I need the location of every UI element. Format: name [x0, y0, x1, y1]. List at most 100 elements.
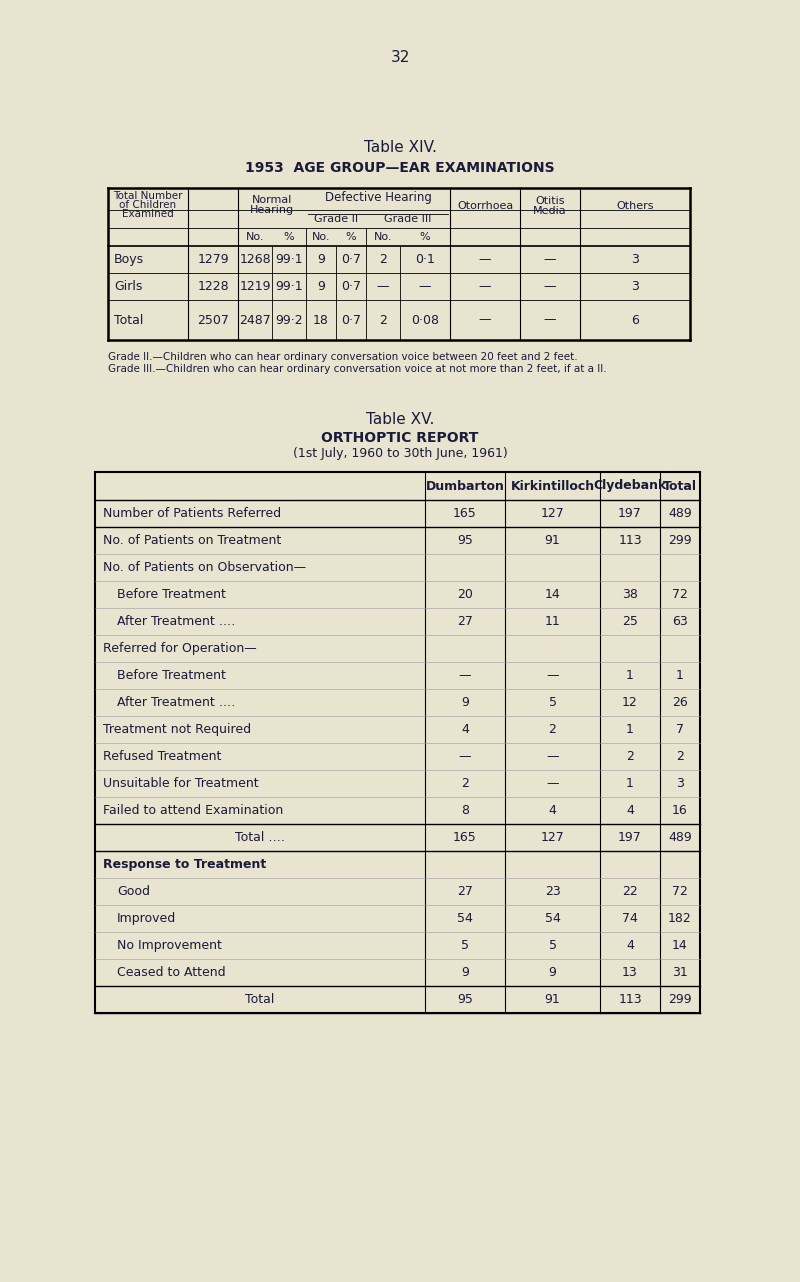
Text: —: — [478, 253, 491, 265]
Text: 72: 72 [672, 588, 688, 601]
Text: 0·7: 0·7 [341, 253, 361, 265]
Text: Grade II.—Children who can hear ordinary conversation voice between 20 feet and : Grade II.—Children who can hear ordinary… [108, 353, 578, 362]
Text: 4: 4 [626, 804, 634, 817]
Text: 6: 6 [631, 314, 639, 327]
Text: Defective Hearing: Defective Hearing [325, 191, 431, 205]
Text: 91: 91 [545, 535, 560, 547]
Text: %: % [284, 232, 294, 242]
Text: 23: 23 [545, 885, 560, 897]
Text: 25: 25 [622, 615, 638, 628]
Text: —: — [544, 253, 556, 265]
Text: 2: 2 [626, 750, 634, 763]
Text: 0·1: 0·1 [415, 253, 435, 265]
Text: Table XV.: Table XV. [366, 413, 434, 427]
Text: ORTHOPTIC REPORT: ORTHOPTIC REPORT [322, 431, 478, 445]
Text: Failed to attend Examination: Failed to attend Examination [103, 804, 283, 817]
Text: %: % [420, 232, 430, 242]
Text: —: — [458, 669, 471, 682]
Text: —: — [544, 279, 556, 294]
Text: 12: 12 [622, 696, 638, 709]
Text: —: — [546, 669, 558, 682]
Text: No.: No. [312, 232, 330, 242]
Text: 1: 1 [626, 669, 634, 682]
Text: 113: 113 [618, 535, 642, 547]
Text: 31: 31 [672, 967, 688, 979]
Text: 3: 3 [631, 253, 639, 265]
Text: Number of Patients Referred: Number of Patients Referred [103, 506, 281, 520]
Text: Before Treatment: Before Treatment [117, 669, 226, 682]
Text: %: % [346, 232, 356, 242]
Text: 7: 7 [676, 723, 684, 736]
Text: 127: 127 [541, 506, 564, 520]
Text: 18: 18 [313, 314, 329, 327]
Text: 197: 197 [618, 506, 642, 520]
Text: 5: 5 [549, 696, 557, 709]
Text: Otitis: Otitis [535, 196, 565, 206]
Text: After Treatment ….: After Treatment …. [117, 615, 235, 628]
Text: 0·7: 0·7 [341, 314, 361, 327]
Text: of Children: of Children [119, 200, 177, 210]
Text: Total: Total [246, 994, 274, 1006]
Text: 2: 2 [379, 253, 387, 265]
Text: Otorrhoea: Otorrhoea [457, 201, 513, 212]
Text: 9: 9 [317, 279, 325, 294]
Text: Treatment not Required: Treatment not Required [103, 723, 251, 736]
Text: 2507: 2507 [197, 314, 229, 327]
Text: 99·2: 99·2 [275, 314, 303, 327]
Text: 4: 4 [626, 938, 634, 953]
Text: 1268: 1268 [239, 253, 271, 265]
Text: Refused Treatment: Refused Treatment [103, 750, 222, 763]
Text: 1953  AGE GROUP—EAR EXAMINATIONS: 1953 AGE GROUP—EAR EXAMINATIONS [245, 162, 555, 176]
Text: 11: 11 [545, 615, 560, 628]
Text: 2: 2 [379, 314, 387, 327]
Text: 197: 197 [618, 831, 642, 844]
Text: 165: 165 [453, 831, 477, 844]
Text: 32: 32 [390, 50, 410, 65]
Text: Girls: Girls [114, 279, 142, 294]
Text: 4: 4 [461, 723, 469, 736]
Text: 8: 8 [461, 804, 469, 817]
Text: Referred for Operation—: Referred for Operation— [103, 642, 257, 655]
Text: 165: 165 [453, 506, 477, 520]
Text: 14: 14 [545, 588, 560, 601]
Text: Dumbarton: Dumbarton [426, 479, 505, 492]
Text: Kirkintilloch: Kirkintilloch [510, 479, 594, 492]
Text: 99·1: 99·1 [275, 253, 303, 265]
Text: Ceased to Attend: Ceased to Attend [117, 967, 226, 979]
Text: 3: 3 [631, 279, 639, 294]
Text: 9: 9 [317, 253, 325, 265]
Text: Grade II: Grade II [314, 214, 358, 224]
Text: 299: 299 [668, 994, 692, 1006]
Text: Boys: Boys [114, 253, 144, 265]
Text: Media: Media [533, 206, 567, 215]
Text: —: — [478, 279, 491, 294]
Text: Response to Treatment: Response to Treatment [103, 858, 266, 870]
Text: 9: 9 [549, 967, 557, 979]
Text: 2: 2 [549, 723, 557, 736]
Text: 2: 2 [676, 750, 684, 763]
Text: 4: 4 [549, 804, 557, 817]
Text: —: — [377, 279, 390, 294]
Text: 127: 127 [541, 831, 564, 844]
Text: —: — [418, 279, 431, 294]
Text: No. of Patients on Observation—: No. of Patients on Observation— [103, 562, 306, 574]
Text: 27: 27 [457, 885, 473, 897]
Text: 38: 38 [622, 588, 638, 601]
Text: 299: 299 [668, 535, 692, 547]
Text: —: — [546, 777, 558, 790]
Text: Total: Total [663, 479, 697, 492]
Text: —: — [458, 750, 471, 763]
Text: Total: Total [114, 314, 143, 327]
Text: 91: 91 [545, 994, 560, 1006]
Text: Clydebank: Clydebank [594, 479, 666, 492]
Text: 13: 13 [622, 967, 638, 979]
Text: 1: 1 [626, 777, 634, 790]
Text: 95: 95 [457, 535, 473, 547]
Text: Others: Others [616, 201, 654, 212]
Text: 489: 489 [668, 506, 692, 520]
Text: Table XIV.: Table XIV. [363, 141, 437, 155]
Text: No Improvement: No Improvement [117, 938, 222, 953]
Text: 74: 74 [622, 912, 638, 926]
Text: 99·1: 99·1 [275, 279, 303, 294]
Text: Examined: Examined [122, 209, 174, 219]
